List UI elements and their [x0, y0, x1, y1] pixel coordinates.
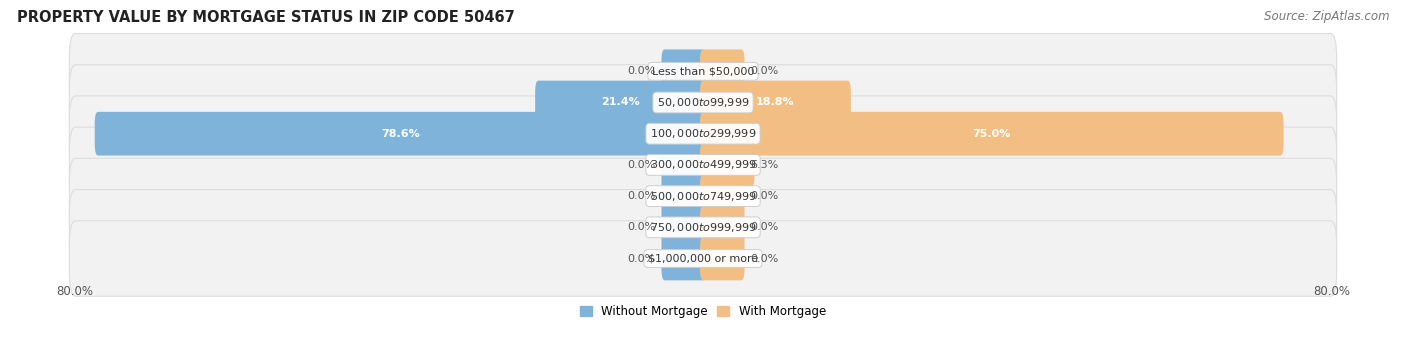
Text: 0.0%: 0.0% [751, 191, 779, 201]
Text: 18.8%: 18.8% [756, 98, 794, 107]
FancyBboxPatch shape [69, 221, 1337, 296]
Text: $300,000 to $499,999: $300,000 to $499,999 [650, 158, 756, 171]
Text: $500,000 to $749,999: $500,000 to $749,999 [650, 190, 756, 203]
FancyBboxPatch shape [700, 143, 755, 187]
Text: 0.0%: 0.0% [751, 222, 779, 232]
Text: Less than $50,000: Less than $50,000 [652, 66, 754, 76]
FancyBboxPatch shape [69, 65, 1337, 140]
FancyBboxPatch shape [661, 237, 706, 280]
FancyBboxPatch shape [661, 143, 706, 187]
Text: 0.0%: 0.0% [751, 254, 779, 264]
Text: $750,000 to $999,999: $750,000 to $999,999 [650, 221, 756, 234]
Text: 75.0%: 75.0% [973, 129, 1011, 139]
Text: PROPERTY VALUE BY MORTGAGE STATUS IN ZIP CODE 50467: PROPERTY VALUE BY MORTGAGE STATUS IN ZIP… [17, 10, 515, 25]
FancyBboxPatch shape [700, 174, 745, 218]
Text: 0.0%: 0.0% [627, 222, 655, 232]
Text: 0.0%: 0.0% [627, 160, 655, 170]
Text: $50,000 to $99,999: $50,000 to $99,999 [657, 96, 749, 109]
FancyBboxPatch shape [700, 49, 745, 93]
FancyBboxPatch shape [700, 205, 745, 249]
Text: 0.0%: 0.0% [627, 191, 655, 201]
FancyBboxPatch shape [661, 49, 706, 93]
FancyBboxPatch shape [69, 96, 1337, 171]
FancyBboxPatch shape [700, 112, 1284, 155]
FancyBboxPatch shape [536, 81, 706, 124]
Text: 21.4%: 21.4% [602, 98, 640, 107]
FancyBboxPatch shape [69, 34, 1337, 109]
FancyBboxPatch shape [69, 190, 1337, 265]
Text: 0.0%: 0.0% [751, 66, 779, 76]
FancyBboxPatch shape [700, 81, 851, 124]
FancyBboxPatch shape [94, 112, 706, 155]
Text: 6.3%: 6.3% [751, 160, 779, 170]
FancyBboxPatch shape [661, 174, 706, 218]
Legend: Without Mortgage, With Mortgage: Without Mortgage, With Mortgage [575, 301, 831, 323]
Text: 78.6%: 78.6% [381, 129, 420, 139]
FancyBboxPatch shape [700, 237, 745, 280]
Text: 80.0%: 80.0% [1313, 285, 1350, 298]
Text: 0.0%: 0.0% [627, 66, 655, 76]
Text: $100,000 to $299,999: $100,000 to $299,999 [650, 127, 756, 140]
Text: 0.0%: 0.0% [627, 254, 655, 264]
FancyBboxPatch shape [661, 205, 706, 249]
Text: 80.0%: 80.0% [56, 285, 93, 298]
FancyBboxPatch shape [69, 158, 1337, 234]
Text: $1,000,000 or more: $1,000,000 or more [648, 254, 758, 264]
Text: Source: ZipAtlas.com: Source: ZipAtlas.com [1264, 10, 1389, 23]
FancyBboxPatch shape [69, 127, 1337, 203]
